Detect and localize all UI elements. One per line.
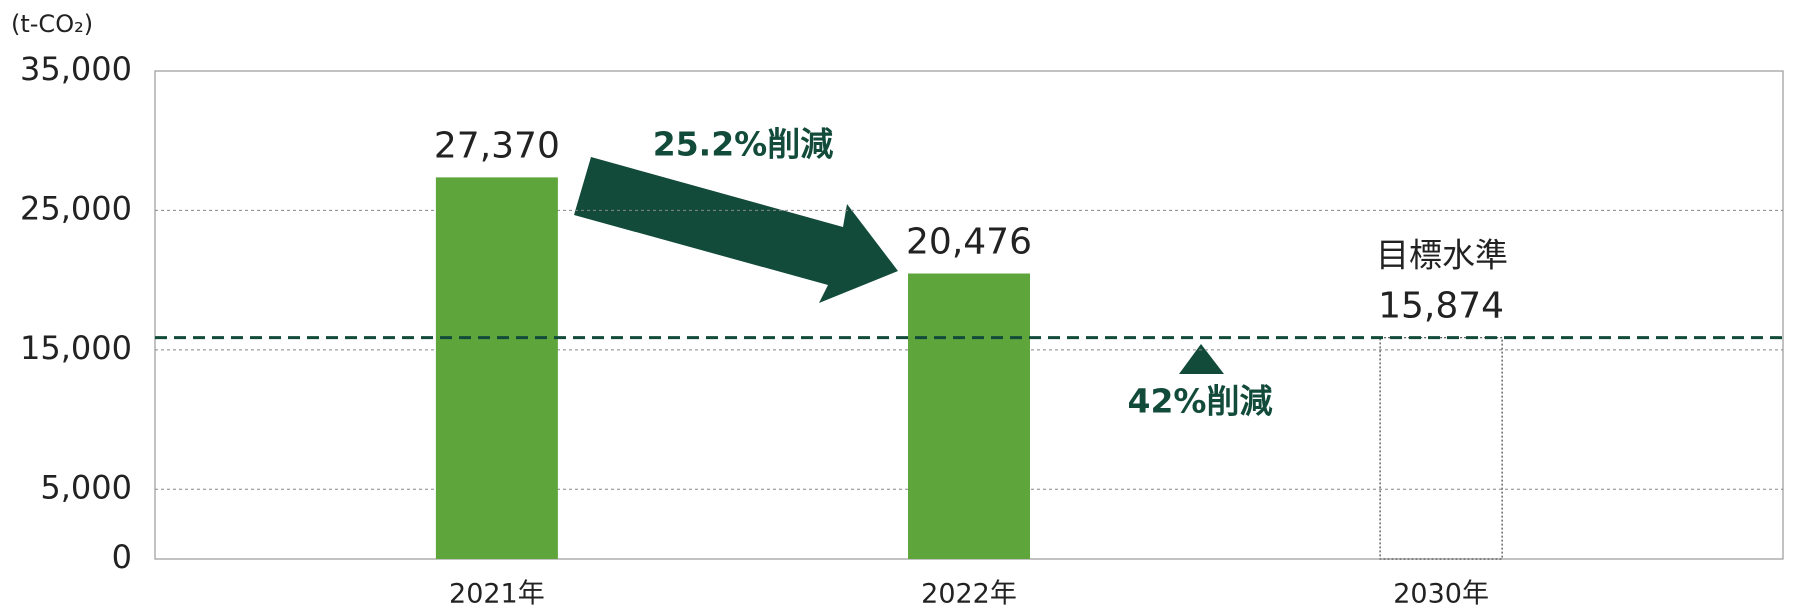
value-label: 20,476: [906, 222, 1032, 263]
y-tick-label: 15,000: [20, 329, 132, 367]
reduction-marker: [1179, 344, 1224, 374]
bar: [435, 177, 558, 559]
y-tick-label: 35,000: [20, 50, 132, 88]
y-axis-unit: (t-CO₂): [11, 10, 93, 38]
annotation: 42%削減: [1128, 382, 1273, 421]
y-tick-label: 25,000: [20, 189, 132, 227]
annotation: 25.2%削減: [653, 125, 834, 164]
y-tick-label: 5,000: [40, 468, 132, 506]
y-tick-label: 0: [112, 538, 132, 576]
reduction-arrow: [574, 157, 898, 303]
value-label: 27,370: [434, 125, 560, 166]
target-label: 目標水準: [1376, 236, 1508, 275]
target-bar: [1379, 337, 1503, 560]
x-tick-label: 2022年: [921, 579, 1017, 610]
value-label: 15,874: [1378, 286, 1504, 327]
x-tick-label: 2030年: [1393, 579, 1489, 610]
bar: [908, 273, 1030, 559]
x-tick-label: 2021年: [449, 579, 545, 610]
